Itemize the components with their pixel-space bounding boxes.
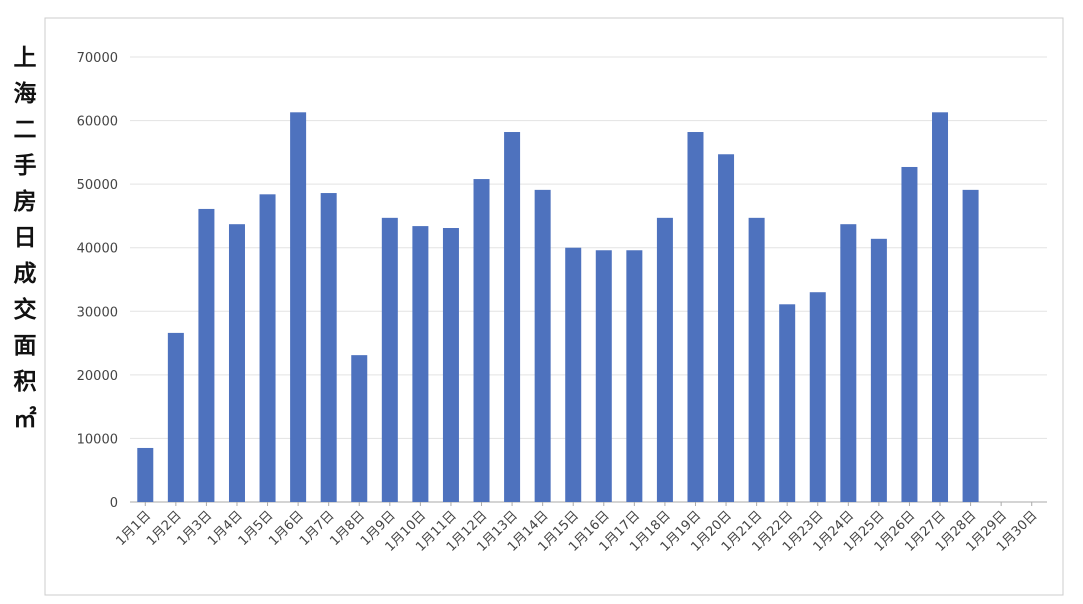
bar bbox=[565, 247, 582, 502]
bar bbox=[259, 194, 276, 503]
bar bbox=[228, 224, 245, 502]
bar bbox=[809, 292, 826, 502]
y-axis-title: 上海二手房日成交面积㎡ bbox=[9, 45, 37, 441]
bar bbox=[779, 304, 796, 502]
bar bbox=[504, 132, 521, 502]
y-tick-label: 60000 bbox=[77, 115, 118, 130]
chart-frame bbox=[44, 17, 1064, 596]
bar bbox=[137, 447, 154, 502]
bar bbox=[320, 193, 337, 503]
y-tick-label: 30000 bbox=[77, 305, 118, 320]
bar bbox=[718, 154, 735, 502]
bar bbox=[840, 224, 857, 502]
y-tick-label: 0 bbox=[110, 496, 118, 511]
bar bbox=[656, 217, 673, 503]
bar bbox=[962, 189, 979, 502]
bar bbox=[442, 228, 459, 502]
bar bbox=[381, 217, 398, 503]
bar bbox=[290, 112, 307, 503]
bar bbox=[626, 250, 643, 502]
bar bbox=[198, 208, 215, 502]
bar bbox=[167, 332, 184, 502]
bar bbox=[534, 189, 551, 502]
bar bbox=[901, 166, 918, 502]
bar bbox=[351, 355, 368, 502]
bar bbox=[687, 132, 704, 502]
y-tick-label: 50000 bbox=[77, 178, 118, 193]
bar bbox=[748, 217, 765, 503]
bar bbox=[932, 112, 949, 503]
y-tick-label: 70000 bbox=[77, 51, 118, 66]
bar bbox=[595, 250, 612, 502]
bar bbox=[870, 238, 887, 503]
y-tick-label: 10000 bbox=[77, 432, 118, 447]
y-tick-label: 40000 bbox=[77, 242, 118, 257]
bar bbox=[473, 179, 490, 503]
y-tick-label: 20000 bbox=[77, 369, 118, 384]
bar bbox=[412, 226, 429, 502]
